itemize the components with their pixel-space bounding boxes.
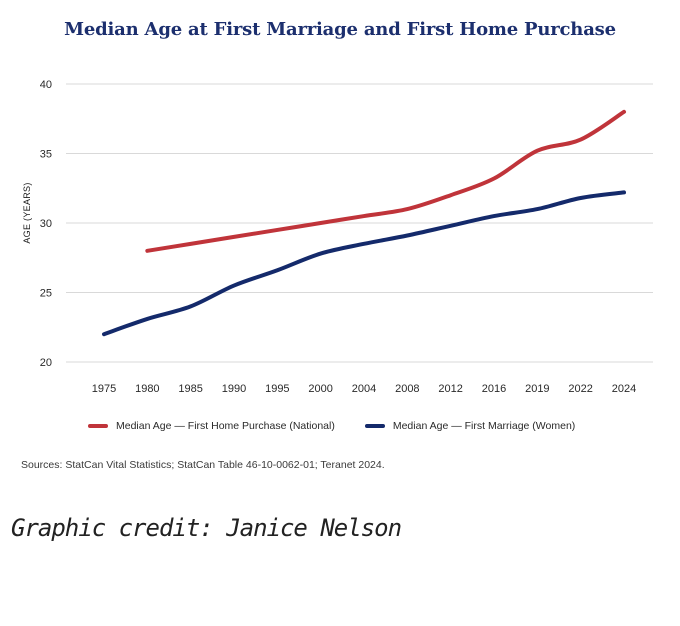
legend-item: Median Age — First Marriage (Women) <box>364 420 576 432</box>
y-axis-label: AGE (YEARS) <box>22 182 32 243</box>
x-tick-label: 1985 <box>178 383 202 395</box>
graphic-credit: Graphic credit: Janice Nelson <box>11 514 402 542</box>
legend-label: Median Age — First Marriage (Women) <box>392 420 576 432</box>
x-tick-label: 2012 <box>438 383 462 395</box>
x-tick-label: 2019 <box>525 383 549 395</box>
x-tick-label: 1980 <box>135 383 159 395</box>
legend-item: Median Age — First Home Purchase (Nation… <box>88 420 335 432</box>
x-tick-label: 2008 <box>395 383 419 395</box>
x-tick-label: 2000 <box>308 383 332 395</box>
legend-label: Median Age — First Home Purchase (Nation… <box>116 420 335 432</box>
chart-title: Median Age at First Marriage and First H… <box>64 19 616 40</box>
y-tick-label: 35 <box>40 149 52 161</box>
x-tick-label: 1990 <box>222 383 246 395</box>
line-chart: 20 25 30 35 40 1975 1980 1985 1990 1995 2000 2004 2… <box>22 79 653 395</box>
y-tick-label: 20 <box>40 357 52 369</box>
series-lines <box>102 109 626 337</box>
y-tick-labels: 20 25 30 35 40 <box>40 79 52 369</box>
y-tick-label: 25 <box>40 288 52 300</box>
legend-swatch <box>88 424 108 428</box>
y-tick-label: 30 <box>40 218 52 230</box>
x-tick-labels: 1975 1980 1985 1990 1995 2000 2004 2008 2012 2016… <box>92 383 636 395</box>
series-line-0 <box>145 109 626 253</box>
y-tick-label: 40 <box>40 79 52 91</box>
grid-lines <box>66 83 653 363</box>
x-tick-label: 2004 <box>352 383 376 395</box>
x-tick-label: 2024 <box>612 383 636 395</box>
sources-note: Sources: StatCan Vital Statistics; StatC… <box>21 459 385 471</box>
x-tick-label: 1975 <box>92 383 116 395</box>
series-line-1 <box>102 190 626 337</box>
legend: Median Age — First Home Purchase (Nation… <box>88 420 648 432</box>
x-tick-label: 2016 <box>482 383 506 395</box>
x-tick-label: 1995 <box>265 383 289 395</box>
legend-swatch <box>364 424 385 428</box>
x-tick-label: 2022 <box>568 383 592 395</box>
